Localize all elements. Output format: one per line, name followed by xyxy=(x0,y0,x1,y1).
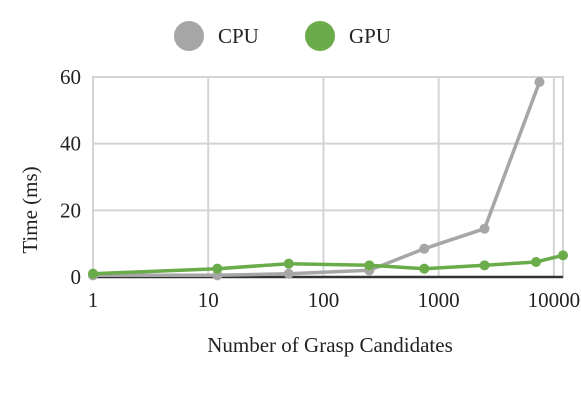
plot-border xyxy=(92,76,564,278)
legend-label-cpu: CPU xyxy=(218,24,259,48)
grid xyxy=(92,76,564,278)
y-tick-label: 0 xyxy=(71,265,82,289)
x-tick-label: 1000 xyxy=(418,288,460,312)
x-tick-label: 1 xyxy=(88,288,99,312)
cpu-data-point xyxy=(283,268,294,279)
cpu-data-point xyxy=(534,77,545,87)
gpu-data-point xyxy=(479,260,490,271)
x-tick-label: 10 xyxy=(198,288,219,312)
legend: CPU GPU xyxy=(174,21,391,51)
gpu-data-point xyxy=(558,250,568,261)
y-tick-label: 20 xyxy=(60,198,81,222)
legend-marker-cpu xyxy=(174,21,204,51)
series xyxy=(88,77,568,281)
y-tick-label: 40 xyxy=(60,132,81,156)
x-axis-title: Number of Grasp Candidates xyxy=(207,333,453,357)
gpu-data-point xyxy=(419,263,430,274)
gpu-data-point xyxy=(212,263,223,274)
gpu-data-point xyxy=(88,268,98,279)
gpu-data-point xyxy=(531,257,542,267)
cpu-data-point xyxy=(419,243,430,254)
x-tick-label: 10000 xyxy=(528,288,581,312)
legend-marker-gpu xyxy=(305,21,335,51)
x-tick-label: 100 xyxy=(308,288,340,312)
gpu-data-point xyxy=(283,258,294,269)
legend-label-gpu: GPU xyxy=(349,24,391,48)
y-tick-label: 60 xyxy=(60,65,81,89)
gpu-series-line xyxy=(91,253,565,276)
gpu-data-point xyxy=(364,260,375,271)
cpu-series-line xyxy=(91,80,542,278)
cpu-data-point xyxy=(479,223,490,234)
y-axis-title: Time (ms) xyxy=(18,166,42,253)
